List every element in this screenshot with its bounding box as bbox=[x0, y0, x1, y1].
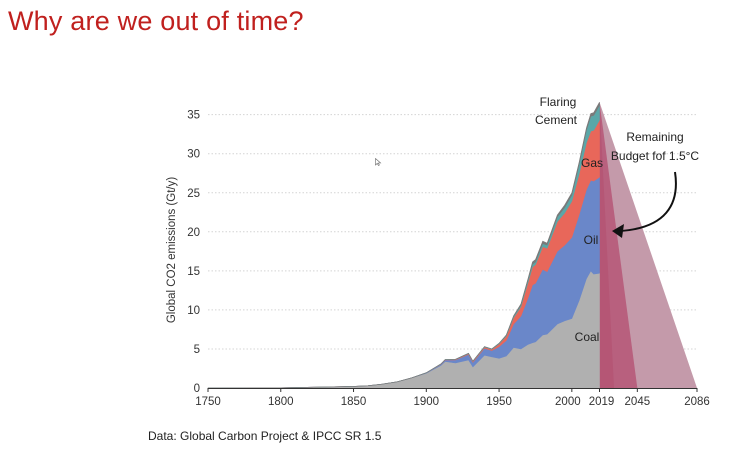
series-label-gas: Gas bbox=[581, 156, 603, 170]
series-label-coal: Coal bbox=[575, 330, 600, 344]
y-tick-label: 35 bbox=[187, 110, 200, 122]
series-label-flaring: Flaring bbox=[540, 95, 577, 109]
y-tick-label: 0 bbox=[194, 383, 200, 395]
y-tick-label: 10 bbox=[187, 305, 200, 317]
x-tick-label: 1950 bbox=[486, 396, 512, 408]
y-tick-label: 5 bbox=[194, 344, 200, 356]
y-axis-label: Global CO2 emissions (Gt/y) bbox=[166, 177, 178, 324]
series-labels: Flaring Cement Gas Oil Coal bbox=[535, 95, 603, 344]
emission-areas bbox=[207, 102, 600, 389]
axes: 0 5 10 15 20 25 30 35 1750 1800 1850 1900 1950 2000 20… bbox=[166, 110, 710, 408]
budget-annotation-line1: Remaining bbox=[626, 130, 683, 144]
mouse-cursor-icon bbox=[375, 158, 382, 166]
series-label-oil: Oil bbox=[584, 233, 599, 247]
y-tick-label: 30 bbox=[187, 149, 200, 161]
source-caption: Data: Global Carbon Project & IPCC SR 1.… bbox=[148, 429, 382, 443]
x-tick-label: 1900 bbox=[414, 396, 440, 408]
x-tick-label: 1750 bbox=[195, 396, 221, 408]
remaining-budget-triangles bbox=[599, 102, 697, 389]
x-tick-label: 1850 bbox=[341, 396, 367, 408]
y-tick-label: 25 bbox=[187, 188, 200, 200]
budget-annotation-line2: Budget fof 1.5°C bbox=[611, 149, 700, 163]
budget-core-triangle bbox=[599, 102, 615, 389]
y-tick-label: 15 bbox=[187, 266, 200, 278]
x-tick-label: 1800 bbox=[268, 396, 294, 408]
area-flaring bbox=[207, 102, 600, 389]
y-tick-label: 20 bbox=[187, 227, 200, 239]
x-tick-label: 2086 bbox=[684, 396, 710, 408]
budget-annotation: Remaining Budget fof 1.5°C bbox=[611, 130, 700, 238]
series-label-cement: Cement bbox=[535, 113, 578, 127]
x-tick-label: 2000 bbox=[555, 396, 581, 408]
x-tick-label: 2045 bbox=[625, 396, 651, 408]
annotation-arrow-head-icon bbox=[612, 224, 624, 238]
annotation-arrow-line bbox=[619, 171, 677, 232]
slide-title: Why are we out of time? bbox=[8, 6, 304, 36]
x-tick-label: 2019 bbox=[589, 396, 615, 408]
